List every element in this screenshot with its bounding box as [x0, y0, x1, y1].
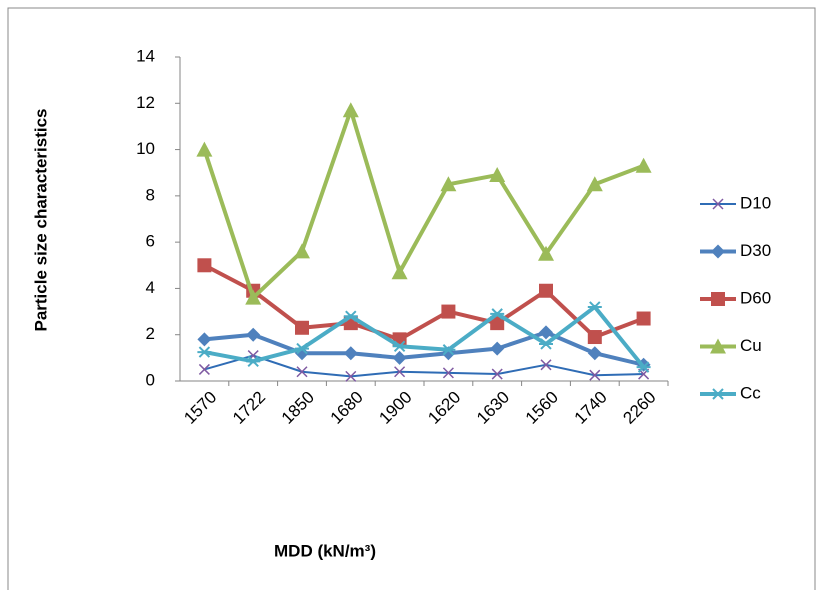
- x-tick-label: 1900: [375, 388, 415, 428]
- marker: [295, 342, 309, 355]
- y-tick-label: 0: [146, 370, 155, 389]
- marker: [587, 346, 602, 361]
- marker: [197, 332, 212, 347]
- marker: [196, 141, 213, 157]
- marker: [490, 308, 505, 320]
- series: [197, 325, 651, 372]
- marker: [711, 388, 725, 400]
- chart-frame: [7, 7, 816, 590]
- x-tick-label: 1740: [571, 388, 611, 428]
- legend-label: Cc: [740, 383, 761, 402]
- marker: [441, 304, 456, 319]
- marker: [245, 289, 262, 305]
- marker: [343, 346, 358, 361]
- marker: [342, 102, 359, 118]
- marker: [539, 325, 553, 340]
- marker: [490, 316, 505, 331]
- series: [196, 102, 652, 305]
- marker: [197, 258, 212, 273]
- marker: [711, 244, 725, 259]
- y-tick-label: 6: [146, 232, 155, 251]
- marker: [295, 320, 309, 335]
- marker: [589, 369, 601, 381]
- legend-label: Cu: [740, 336, 762, 355]
- marker: [538, 245, 554, 261]
- x-tick-label: 2260: [619, 388, 659, 428]
- marker: [294, 243, 310, 259]
- marker: [246, 355, 261, 368]
- marker: [539, 283, 553, 298]
- x-tick-label: 1630: [473, 388, 513, 428]
- y-tick-label: 2: [146, 324, 155, 343]
- line: [204, 330, 645, 367]
- x-tick-label: 1570: [180, 388, 220, 428]
- marker: [392, 340, 407, 352]
- series: [197, 301, 651, 373]
- line: [204, 304, 646, 369]
- marker: [246, 327, 261, 342]
- series: [197, 258, 651, 347]
- marker: [197, 346, 212, 358]
- marker: [489, 167, 506, 183]
- x-axis-title: MDD (kN/m³): [274, 541, 376, 560]
- marker: [712, 198, 724, 210]
- legend-label: D10: [740, 193, 771, 212]
- x-tick-label: 1680: [327, 388, 367, 428]
- line: [203, 263, 645, 342]
- line: [202, 108, 645, 300]
- marker: [198, 363, 210, 375]
- marker: [490, 341, 505, 356]
- y-tick-label: 4: [146, 278, 155, 297]
- marker: [540, 359, 552, 371]
- marker: [587, 330, 602, 345]
- marker: [392, 350, 407, 365]
- marker: [586, 176, 603, 192]
- marker: [343, 310, 358, 322]
- marker: [442, 367, 454, 379]
- y-axis-title: Particle size characteristics: [31, 108, 50, 331]
- x-tick-label: 1722: [229, 388, 269, 428]
- legend-label: D60: [740, 288, 771, 307]
- marker: [345, 370, 357, 382]
- series: [198, 350, 650, 382]
- marker: [587, 301, 602, 313]
- line: [204, 354, 644, 378]
- marker: [710, 338, 726, 354]
- marker: [636, 361, 651, 373]
- y-tick-label: 14: [136, 46, 155, 65]
- marker: [491, 368, 503, 380]
- x-tick-label: 1560: [522, 388, 562, 428]
- marker: [636, 311, 651, 326]
- x-tick-label: 1620: [424, 388, 464, 428]
- marker: [539, 338, 553, 350]
- marker: [711, 292, 725, 306]
- marker: [391, 264, 408, 280]
- marker: [635, 157, 652, 173]
- marker: [296, 366, 308, 378]
- marker: [441, 344, 456, 356]
- y-tick-label: 12: [136, 93, 155, 112]
- legend-label: D30: [740, 241, 771, 260]
- y-tick-label: 8: [146, 185, 155, 204]
- marker: [394, 366, 406, 378]
- x-tick-label: 1850: [278, 388, 318, 428]
- marker: [440, 176, 457, 192]
- y-tick-label: 10: [136, 139, 155, 158]
